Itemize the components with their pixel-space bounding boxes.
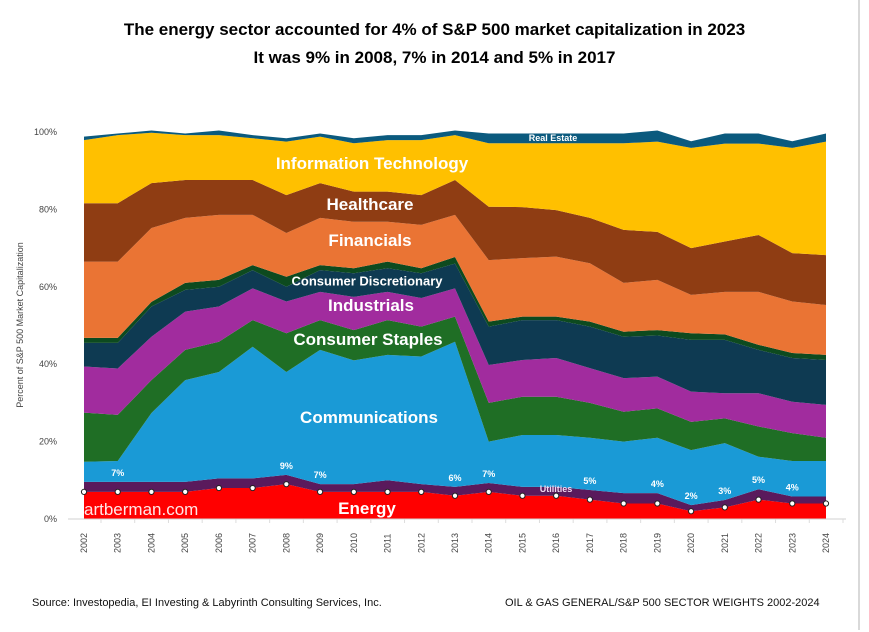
x-tick-label: 2016	[551, 533, 561, 553]
energy-data-label: 7%	[314, 470, 327, 480]
energy-point	[822, 500, 830, 507]
energy-data-label: 9%	[280, 461, 293, 471]
chart-title: The energy sector accounted for 4% of S&…	[123, 20, 746, 39]
area-unlabeled	[84, 257, 826, 360]
energy-point	[721, 504, 728, 511]
energy-data-label: 4%	[786, 483, 799, 493]
x-tick-label: 2018	[619, 533, 629, 553]
y-tick-label: 40%	[39, 359, 57, 369]
label-communications: Communications	[300, 408, 438, 427]
energy-point	[283, 481, 290, 488]
x-tick-label: 2015	[517, 533, 527, 553]
energy-data-label: 6%	[448, 473, 461, 483]
energy-data-label: 3%	[718, 486, 731, 496]
energy-point	[620, 500, 627, 507]
x-tick-label: 2005	[180, 533, 190, 553]
energy-point	[451, 492, 459, 499]
energy-point	[148, 488, 155, 496]
energy-point	[485, 488, 492, 496]
area-energy	[84, 484, 826, 519]
energy-point	[789, 500, 796, 507]
label-utilities: Utilities	[539, 484, 573, 494]
x-tick-label: 2023	[787, 533, 797, 553]
x-tick-label: 2012	[416, 533, 426, 553]
area-consumer-discretionary	[84, 263, 826, 405]
energy-point	[418, 488, 425, 496]
x-tick-label: 2022	[754, 533, 764, 553]
label-energy: Energy	[338, 499, 396, 518]
x-tick-label: 2019	[652, 533, 662, 553]
y-tick-label: 100%	[34, 127, 57, 137]
energy-point	[215, 484, 223, 492]
area-healthcare	[84, 179, 826, 305]
x-tick-label: 2010	[349, 533, 359, 553]
energy-point	[350, 488, 357, 496]
x-tick-label: 2020	[686, 533, 696, 553]
source-note: Source: Investopedia, EI Investing & Lab…	[32, 597, 382, 609]
energy-point	[182, 488, 189, 496]
energy-data-label: 2%	[685, 491, 698, 501]
x-tick-label: 2014	[484, 533, 494, 553]
x-tick-label: 2004	[146, 533, 156, 553]
energy-point	[586, 496, 594, 503]
x-tick-label: 2011	[383, 534, 393, 553]
energy-point	[519, 492, 526, 499]
energy-data-label: 7%	[111, 468, 124, 478]
energy-data-label: 5%	[583, 476, 596, 486]
label-healthcare: Healthcare	[326, 195, 414, 214]
energy-data-label: 4%	[651, 479, 664, 489]
x-tick-label: 2006	[214, 533, 224, 553]
watermark: artberman.com	[84, 500, 199, 519]
area-real-estate	[84, 130, 826, 148]
label-consumer-discretionary: Consumer Discretionary	[291, 273, 443, 289]
label-real-estate: Real Estate	[528, 133, 578, 143]
energy-point	[654, 500, 661, 507]
energy-data-label: 7%	[482, 469, 495, 479]
y-tick-label: 20%	[39, 437, 57, 447]
x-tick-label: 2013	[450, 533, 460, 553]
x-tick-label: 2009	[315, 533, 325, 553]
energy-point	[249, 484, 256, 492]
y-tick-label: 80%	[39, 204, 57, 214]
y-tick-label: 60%	[39, 282, 57, 292]
label-industrials: Industrials	[328, 296, 414, 315]
energy-point	[553, 492, 560, 499]
x-tick-label: 2017	[585, 533, 595, 553]
label-information-technology: Information Technology	[275, 154, 469, 173]
label-financials: Financials	[328, 231, 412, 250]
x-tick-label: 2002	[79, 533, 89, 553]
y-axis-title: Percent of S&P 500 Market Capitalization	[15, 242, 25, 408]
energy-point	[80, 488, 88, 496]
energy-data-label: 5%	[752, 475, 765, 485]
x-tick-label: 2003	[113, 533, 123, 553]
area-consumer-staples	[84, 316, 826, 462]
area-industrials	[84, 288, 826, 438]
x-tick-label: 2007	[248, 533, 258, 553]
energy-point	[384, 488, 391, 496]
x-tick-label: 2008	[281, 533, 291, 553]
energy-point	[755, 496, 762, 503]
area-information-technology	[84, 132, 826, 256]
energy-point	[687, 508, 695, 515]
chart-subtitle: It was 9% in 2008, 7% in 2014 and 5% in …	[253, 48, 616, 67]
label-consumer-staples: Consumer Staples	[293, 330, 443, 349]
x-tick-label: 2024	[821, 533, 831, 553]
energy-point	[316, 488, 324, 496]
area-financials	[84, 214, 826, 355]
caption: OIL & GAS GENERAL/S&P 500 SECTOR WEIGHTS…	[505, 597, 820, 609]
y-tick-label: 0%	[44, 514, 57, 524]
energy-point	[114, 488, 121, 496]
area-communications	[84, 341, 826, 506]
x-tick-label: 2021	[720, 533, 730, 553]
